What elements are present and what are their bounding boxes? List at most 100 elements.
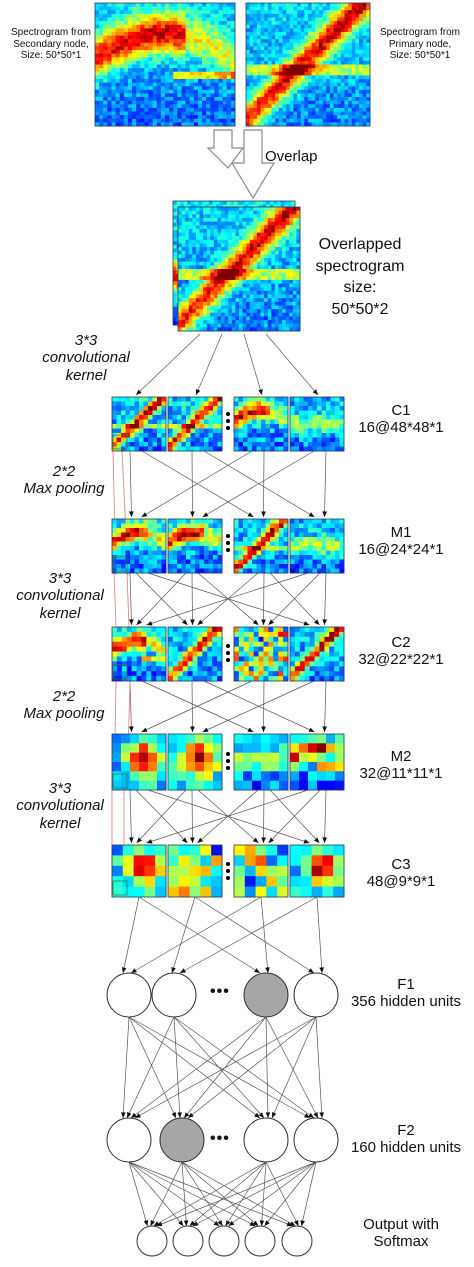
connection-line bbox=[203, 450, 315, 518]
arrowhead bbox=[258, 1112, 264, 1118]
arrowhead bbox=[141, 727, 148, 732]
tile-border bbox=[167, 396, 223, 452]
pool2-label: 2*2 Max pooling bbox=[4, 688, 124, 723]
overlap-label: Overlap bbox=[265, 148, 318, 165]
tile-border bbox=[289, 626, 345, 682]
connection-line bbox=[271, 1016, 317, 1119]
arrowhead bbox=[319, 967, 324, 973]
connection-line bbox=[203, 680, 315, 733]
tile-border bbox=[233, 626, 289, 682]
tile-border bbox=[233, 733, 289, 791]
connection-line bbox=[191, 680, 193, 733]
connection-line bbox=[179, 896, 318, 974]
overlap-arrow bbox=[230, 129, 276, 200]
connection-line bbox=[243, 333, 263, 396]
connection-line bbox=[128, 1161, 220, 1227]
feature-map-c1 bbox=[167, 396, 223, 452]
arrowhead bbox=[247, 727, 254, 732]
connection-line bbox=[141, 680, 254, 733]
arrowhead bbox=[293, 1220, 299, 1226]
kernel-window bbox=[112, 434, 128, 450]
op-line: kernel bbox=[39, 814, 81, 832]
layer-m1-label: M1 16@24*24*1 bbox=[346, 524, 456, 559]
connection-line bbox=[171, 896, 196, 974]
arrowhead bbox=[303, 621, 310, 626]
connection-line bbox=[173, 1016, 315, 1119]
connection-line bbox=[128, 1161, 293, 1227]
arrowhead bbox=[247, 512, 254, 517]
connection-line bbox=[269, 572, 320, 626]
connection-line bbox=[263, 680, 265, 733]
arrowhead bbox=[202, 512, 209, 517]
tile-border bbox=[289, 518, 345, 574]
connection-line bbox=[135, 333, 201, 396]
connection-line bbox=[141, 450, 254, 518]
arrowhead bbox=[213, 1220, 220, 1226]
connection-line bbox=[130, 1016, 267, 1119]
feature-map-m2 bbox=[233, 733, 289, 791]
connection-line bbox=[128, 1161, 148, 1227]
connection-line bbox=[181, 1161, 187, 1227]
connection-line bbox=[181, 1161, 223, 1227]
arrowhead bbox=[190, 726, 195, 732]
arrowhead bbox=[312, 389, 318, 395]
f2-neuron bbox=[293, 1117, 339, 1163]
overlapped-label-line: 50*50*2 bbox=[331, 300, 389, 318]
arrowhead bbox=[129, 511, 134, 517]
arrowhead bbox=[190, 837, 195, 843]
arrowhead bbox=[188, 1112, 194, 1118]
connection-line bbox=[141, 680, 253, 733]
connection-line bbox=[135, 572, 188, 626]
connection-line bbox=[265, 1016, 319, 1119]
overlapped-label-line: size: bbox=[343, 279, 377, 297]
arrowhead bbox=[314, 837, 320, 843]
connection-line bbox=[136, 789, 187, 844]
overlapped-label-line: Overlapped bbox=[318, 236, 402, 253]
layer-c3-label: C3 48@9*9*1 bbox=[346, 856, 456, 891]
tile-border bbox=[177, 206, 301, 332]
connection-line bbox=[315, 1016, 323, 1119]
layer-name: F2 bbox=[397, 1122, 415, 1139]
connection-line bbox=[316, 896, 323, 974]
feature-map-m2 bbox=[167, 733, 223, 791]
arrowhead bbox=[322, 837, 327, 843]
connection-line bbox=[269, 789, 320, 844]
feature-map-m2 bbox=[289, 733, 345, 791]
arrowhead bbox=[121, 1112, 126, 1118]
feature-map-c3 bbox=[167, 844, 223, 898]
connection-line bbox=[265, 1161, 299, 1227]
feature-map-c1 bbox=[111, 396, 167, 452]
f2-neuron bbox=[243, 1117, 289, 1163]
connection-line bbox=[128, 1016, 261, 1119]
connection-line bbox=[324, 450, 327, 518]
secondary-label-line: Size: 50*50*1 bbox=[20, 50, 82, 61]
connection-line bbox=[129, 789, 132, 844]
connection-line bbox=[264, 1161, 317, 1227]
tile-border bbox=[111, 626, 167, 682]
feature-map-c3 bbox=[233, 844, 289, 898]
f1-ellipsis: ••• bbox=[210, 983, 230, 1000]
arrowhead bbox=[254, 1112, 260, 1118]
m2-vertical-dots bbox=[226, 752, 230, 773]
arrowhead bbox=[308, 1112, 314, 1118]
tile-border bbox=[289, 396, 345, 452]
connection-line bbox=[141, 450, 253, 518]
f2-neuron bbox=[159, 1117, 205, 1163]
kernel-window bbox=[112, 556, 128, 572]
tile-border bbox=[94, 2, 236, 127]
connection-line bbox=[187, 1016, 317, 1119]
op-line: kernel bbox=[39, 604, 81, 622]
f1-neuron bbox=[151, 972, 197, 1018]
arrowhead bbox=[322, 619, 327, 625]
overlapped-spectrogram-front bbox=[177, 206, 301, 332]
connection-line bbox=[181, 1161, 259, 1227]
connection-line bbox=[265, 333, 319, 396]
arrowhead bbox=[259, 1220, 265, 1226]
connection-line bbox=[191, 572, 193, 626]
tile-border bbox=[167, 626, 223, 682]
connection-line bbox=[202, 450, 315, 518]
tile-border bbox=[245, 2, 371, 127]
arrowhead bbox=[190, 619, 195, 625]
layer-c1-label: C1 16@48*48*1 bbox=[346, 402, 456, 437]
